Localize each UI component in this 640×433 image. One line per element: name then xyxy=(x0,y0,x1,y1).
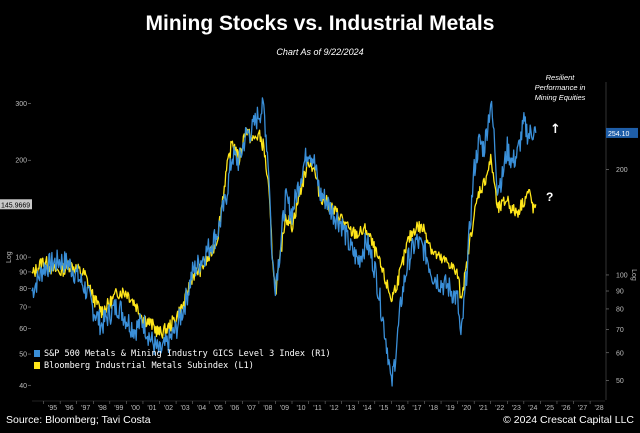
metals-last-value-label: 145.9669 xyxy=(1,202,30,209)
left-tick-label: 300 xyxy=(15,101,27,108)
left-tick-label: 70 xyxy=(19,305,27,312)
x-tick-label: '17 xyxy=(412,405,421,412)
x-tick-label: '15 xyxy=(379,405,388,412)
x-tick-label: '23 xyxy=(512,405,521,412)
left-tick-label: 50 xyxy=(19,352,27,359)
right-axis: 50 60 70 80 90 100 200 Log 254.10 xyxy=(605,82,638,400)
legend-swatch xyxy=(34,362,40,369)
x-tick-label: '03 xyxy=(181,405,190,412)
mining-last-value-label: 254.10 xyxy=(608,131,630,138)
right-tick-label: 200 xyxy=(616,167,628,174)
annotation-text: Mining Equities xyxy=(535,93,586,102)
x-tick-label: '27 xyxy=(578,405,587,412)
copyright-note: © 2024 Crescat Capital LLC xyxy=(503,414,634,426)
x-tick-label: '08 xyxy=(263,405,272,412)
right-tick-label: 60 xyxy=(616,350,624,357)
left-tick-label: 60 xyxy=(19,326,27,333)
legend: S&P 500 Metals & Mining Industry GICS Le… xyxy=(34,349,331,371)
left-axis: 40 50 60 70 80 90 100 200 300 Log 145.9669 xyxy=(0,101,32,390)
x-tick-label: '11 xyxy=(313,405,322,412)
metals-index-line xyxy=(31,127,537,339)
x-tick-label: '12 xyxy=(330,405,339,412)
x-tick-label: '05 xyxy=(214,405,223,412)
source-note: Source: Bloomberg; Tavi Costa xyxy=(6,414,151,426)
annotation-text: Resilient xyxy=(546,73,576,82)
x-tick-label: '16 xyxy=(396,405,405,412)
x-tick-label: '96 xyxy=(65,405,74,412)
legend-entry: S&P 500 Metals & Mining Industry GICS Le… xyxy=(44,349,331,359)
x-tick-label: '20 xyxy=(462,405,471,412)
metals-last-value-tag xyxy=(0,199,32,210)
x-tick-label: '04 xyxy=(197,405,206,412)
chart-title: Mining Stocks vs. Industrial Metals xyxy=(145,12,495,35)
x-tick-label: '99 xyxy=(114,405,123,412)
right-tick-label: 80 xyxy=(616,306,624,313)
x-tick-label: '21 xyxy=(479,405,488,412)
x-tick-label: '02 xyxy=(164,405,173,412)
x-tick-label: '22 xyxy=(495,405,504,412)
x-tick-label: '07 xyxy=(247,405,256,412)
x-tick-label: '18 xyxy=(429,405,438,412)
x-tick-label: '19 xyxy=(445,405,454,412)
series-layer xyxy=(31,97,537,387)
x-tick-label: '95 xyxy=(48,405,57,412)
up-arrow-icon: ↑ xyxy=(550,122,561,137)
right-tick-label: 70 xyxy=(616,327,624,334)
left-axis-label: Log xyxy=(6,251,13,263)
right-axis-label: Log xyxy=(630,269,637,281)
legend-entry: Bloomberg Industrial Metals Subindex (L1… xyxy=(44,361,254,371)
x-tick-label: '98 xyxy=(98,405,107,412)
x-tick-label: '00 xyxy=(131,405,140,412)
left-tick-label: 100 xyxy=(15,255,27,262)
right-tick-label: 100 xyxy=(616,272,628,279)
x-tick-label: '28 xyxy=(595,405,604,412)
chart-subtitle: Chart As of 9/22/2024 xyxy=(276,47,364,57)
x-tick-label: '97 xyxy=(81,405,90,412)
x-tick-label: '10 xyxy=(296,405,305,412)
x-tick-label: '26 xyxy=(561,405,570,412)
legend-swatch xyxy=(34,350,40,357)
question-mark: ? xyxy=(546,190,553,204)
x-axis: '95 '96 '97 '98 '99 '00 '01 '02 '03 '04 '05 '06 '07 '… xyxy=(32,400,605,412)
left-tick-label: 40 xyxy=(19,383,27,390)
x-tick-label: '09 xyxy=(280,405,289,412)
x-tick-label: '14 xyxy=(363,405,372,412)
x-tick-label: '01 xyxy=(147,405,156,412)
right-tick-label: 90 xyxy=(616,289,624,296)
right-tick-label: 50 xyxy=(616,378,624,385)
mining-index-line xyxy=(31,97,537,387)
x-tick-label: '25 xyxy=(545,405,554,412)
annotation-text: Performance in xyxy=(535,83,586,92)
x-tick-label: '13 xyxy=(346,405,355,412)
x-tick-label: '06 xyxy=(230,405,239,412)
mining-last-value-tag xyxy=(606,127,638,138)
left-tick-label: 90 xyxy=(19,269,27,276)
left-tick-label: 200 xyxy=(15,158,27,165)
x-tick-label: '24 xyxy=(528,405,537,412)
left-tick-label: 80 xyxy=(19,286,27,293)
